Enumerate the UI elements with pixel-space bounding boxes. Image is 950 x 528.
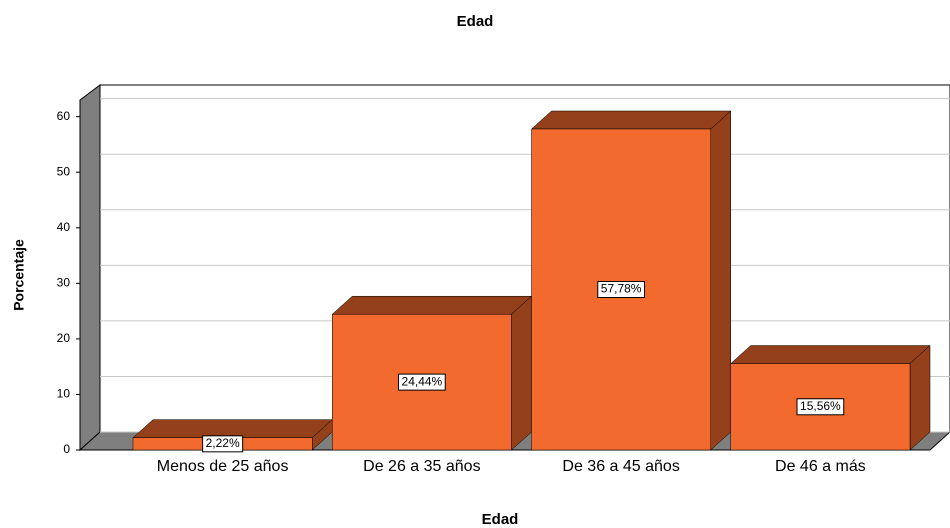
y-tick-label: 60 <box>57 109 71 123</box>
value-label: 2,22% <box>206 436 240 450</box>
bar-top <box>132 419 333 438</box>
x-tick-label: De 36 a 45 años <box>562 458 679 475</box>
bar-top <box>730 345 931 364</box>
y-tick-label: 0 <box>63 442 70 456</box>
bar <box>530 110 732 451</box>
bar-top <box>530 110 732 130</box>
value-label-box <box>796 398 845 416</box>
y-tick-label: 20 <box>57 331 71 345</box>
value-label: 57,78% <box>601 282 642 296</box>
bar <box>331 295 533 451</box>
side-wall <box>79 84 101 452</box>
y-tick-label: 50 <box>57 164 71 178</box>
bar <box>730 344 931 451</box>
value-label-box <box>597 281 645 298</box>
bar-side <box>710 110 731 451</box>
value-label-box <box>398 373 446 391</box>
value-label-box <box>202 435 244 453</box>
x-tick-label: De 26 a 35 años <box>363 458 480 475</box>
bar-top <box>331 295 533 315</box>
value-label: 15,56% <box>800 399 841 413</box>
y-tick-label: 40 <box>57 220 71 234</box>
x-axis-label: Edad <box>482 511 519 528</box>
y-tick-label: 30 <box>57 276 71 290</box>
x-tick-label: Menos de 25 años <box>157 458 289 475</box>
y-axis-label: Porcentaje <box>11 239 27 311</box>
bar-side <box>909 344 931 451</box>
y-tick-label: 10 <box>57 387 71 401</box>
x-tick-label: De 46 a más <box>775 458 866 475</box>
bar-side <box>511 295 532 451</box>
chart-title: Edad <box>457 13 494 30</box>
value-label: 24,44% <box>402 374 443 388</box>
